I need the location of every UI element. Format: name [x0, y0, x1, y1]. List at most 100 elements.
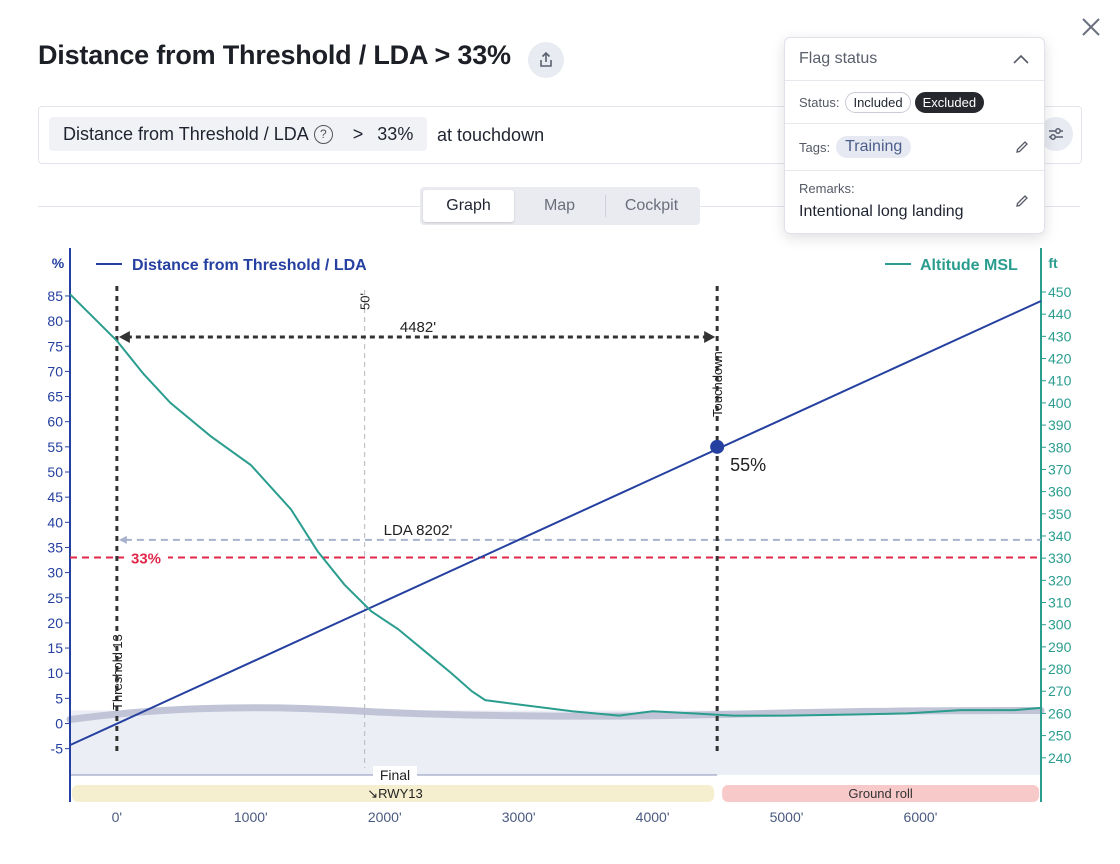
right-tick-label: 270 [1048, 683, 1072, 699]
flag-status-panel: Flag status Status: Included Excluded Ta… [784, 37, 1045, 234]
x-tick-label: 1000' [234, 809, 268, 825]
left-tick-label: -5 [51, 741, 64, 757]
final-label-bg [373, 766, 417, 784]
ground-area [70, 710, 1041, 775]
right-tick-label: 420 [1048, 351, 1072, 367]
flag-panel-header[interactable]: Flag status [785, 38, 1044, 81]
phase-label-final: Final [380, 767, 410, 783]
right-tick-label: 260 [1048, 705, 1072, 721]
left-tick-label: 70 [47, 363, 63, 379]
left-tick-label: 45 [47, 489, 63, 505]
edit-remarks-button[interactable] [1014, 193, 1030, 209]
series-line-distance [69, 300, 1042, 747]
threshold-pct-label: 33% [131, 551, 161, 568]
left-axis-unit: % [52, 255, 65, 271]
close-icon [1082, 18, 1100, 36]
status-excluded-option[interactable]: Excluded [914, 91, 985, 113]
left-tick-label: 25 [47, 590, 63, 606]
left-tick-label: 55 [47, 439, 63, 455]
left-tick-label: 65 [47, 389, 63, 405]
right-tick-label: 400 [1048, 395, 1072, 411]
remarks-section: Remarks: Intentional long landing [785, 171, 1044, 221]
arrow-right-icon [704, 331, 716, 343]
tags-label: Tags: [799, 139, 831, 155]
phase-bar-ground-roll [722, 785, 1039, 802]
status-included-option[interactable]: Included [845, 91, 911, 113]
tag-chip[interactable]: Training [836, 136, 912, 158]
right-tick-label: 360 [1048, 484, 1072, 500]
right-tick-label: 410 [1048, 373, 1072, 389]
legend-label-distance: Distance from Threshold / LDA [132, 257, 367, 274]
right-tick-label: 330 [1048, 550, 1072, 566]
left-tick-label: 20 [47, 615, 63, 631]
right-tick-label: 320 [1048, 572, 1072, 588]
distance-label: 4482' [400, 319, 436, 336]
series-line-altitude [69, 293, 1042, 717]
left-tick-label: 35 [47, 539, 63, 555]
phase-label-ground-roll: Ground roll [848, 786, 912, 801]
pencil-icon [1016, 195, 1028, 207]
legend-label-altitude: Altitude MSL [920, 257, 1018, 274]
left-tick-label: 80 [47, 313, 63, 329]
x-tick-label: 0' [112, 809, 122, 825]
sliders-icon [1049, 128, 1063, 140]
left-tick-label: 0 [55, 716, 63, 732]
tab-graph[interactable]: Graph [423, 190, 514, 222]
fifty-foot-label: 50' [358, 293, 373, 310]
right-tick-label: 300 [1048, 617, 1072, 633]
chevron-up-icon[interactable] [1012, 53, 1030, 65]
pencil-icon [1016, 141, 1028, 153]
left-tick-label: 40 [47, 514, 63, 530]
rule-chip[interactable]: Distance from Threshold / LDA ? > 33% [49, 117, 428, 151]
edit-tags-button[interactable] [1014, 139, 1030, 155]
right-axis-unit: ft [1048, 255, 1058, 271]
view-tabs: Graph Map Cockpit [420, 187, 700, 225]
arrow-left-icon [118, 331, 130, 343]
remarks-label: Remarks: [799, 181, 855, 196]
x-tick-label: 4000' [636, 809, 670, 825]
lda-label: LDA 8202' [384, 522, 453, 539]
right-tick-label: 450 [1048, 284, 1072, 300]
page-title: Distance from Threshold / LDA > 33% [38, 40, 511, 70]
threshold-label: Threshold 13 [110, 634, 125, 710]
right-tick-label: 350 [1048, 506, 1072, 522]
tab-map[interactable]: Map [543, 197, 576, 214]
x-tick-label: 2000' [368, 809, 402, 825]
x-tick-label: 5000' [770, 809, 804, 825]
left-tick-label: 5 [55, 690, 63, 706]
lda-arrow-icon [118, 535, 127, 544]
left-tick-label: 30 [47, 565, 63, 581]
help-icon[interactable]: ? [313, 124, 333, 144]
x-tick-label: 6000' [904, 809, 938, 825]
right-tick-label: 430 [1048, 328, 1072, 344]
threshold-pct-label-bg [124, 546, 168, 567]
tab-cockpit[interactable]: Cockpit [624, 197, 679, 214]
close-button[interactable] [1078, 14, 1104, 40]
rule-context: at touchdown [437, 125, 545, 145]
status-row: Status: Included Excluded [785, 81, 1044, 124]
right-tick-label: 380 [1048, 439, 1072, 455]
touchdown-point [710, 439, 725, 454]
touchdown-label: Touchdown [710, 351, 725, 417]
tab-separator [605, 195, 606, 217]
right-tick-label: 340 [1048, 528, 1072, 544]
tags-row: Tags: Training [785, 124, 1044, 171]
rule-parameter: Distance from Threshold / LDA [63, 123, 309, 144]
left-tick-label: 85 [47, 288, 63, 304]
share-button[interactable] [528, 42, 564, 78]
right-tick-label: 280 [1048, 661, 1072, 677]
phase-sublabel-final: ↘RWY13 [367, 786, 422, 801]
right-tick-label: 250 [1048, 728, 1072, 744]
right-tick-label: 240 [1048, 750, 1072, 766]
remarks-text: Intentional long landing [799, 203, 964, 220]
phase-bar-final [72, 785, 715, 802]
x-tick-label: 3000' [502, 809, 536, 825]
right-tick-label: 310 [1048, 595, 1072, 611]
left-tick-label: 75 [47, 338, 63, 354]
left-tick-label: 15 [47, 640, 63, 656]
touchdown-point-label: 55% [730, 455, 766, 475]
left-tick-label: 10 [47, 665, 63, 681]
right-tick-label: 390 [1048, 417, 1072, 433]
rule-value: 33% [377, 123, 414, 144]
right-tick-label: 290 [1048, 639, 1072, 655]
